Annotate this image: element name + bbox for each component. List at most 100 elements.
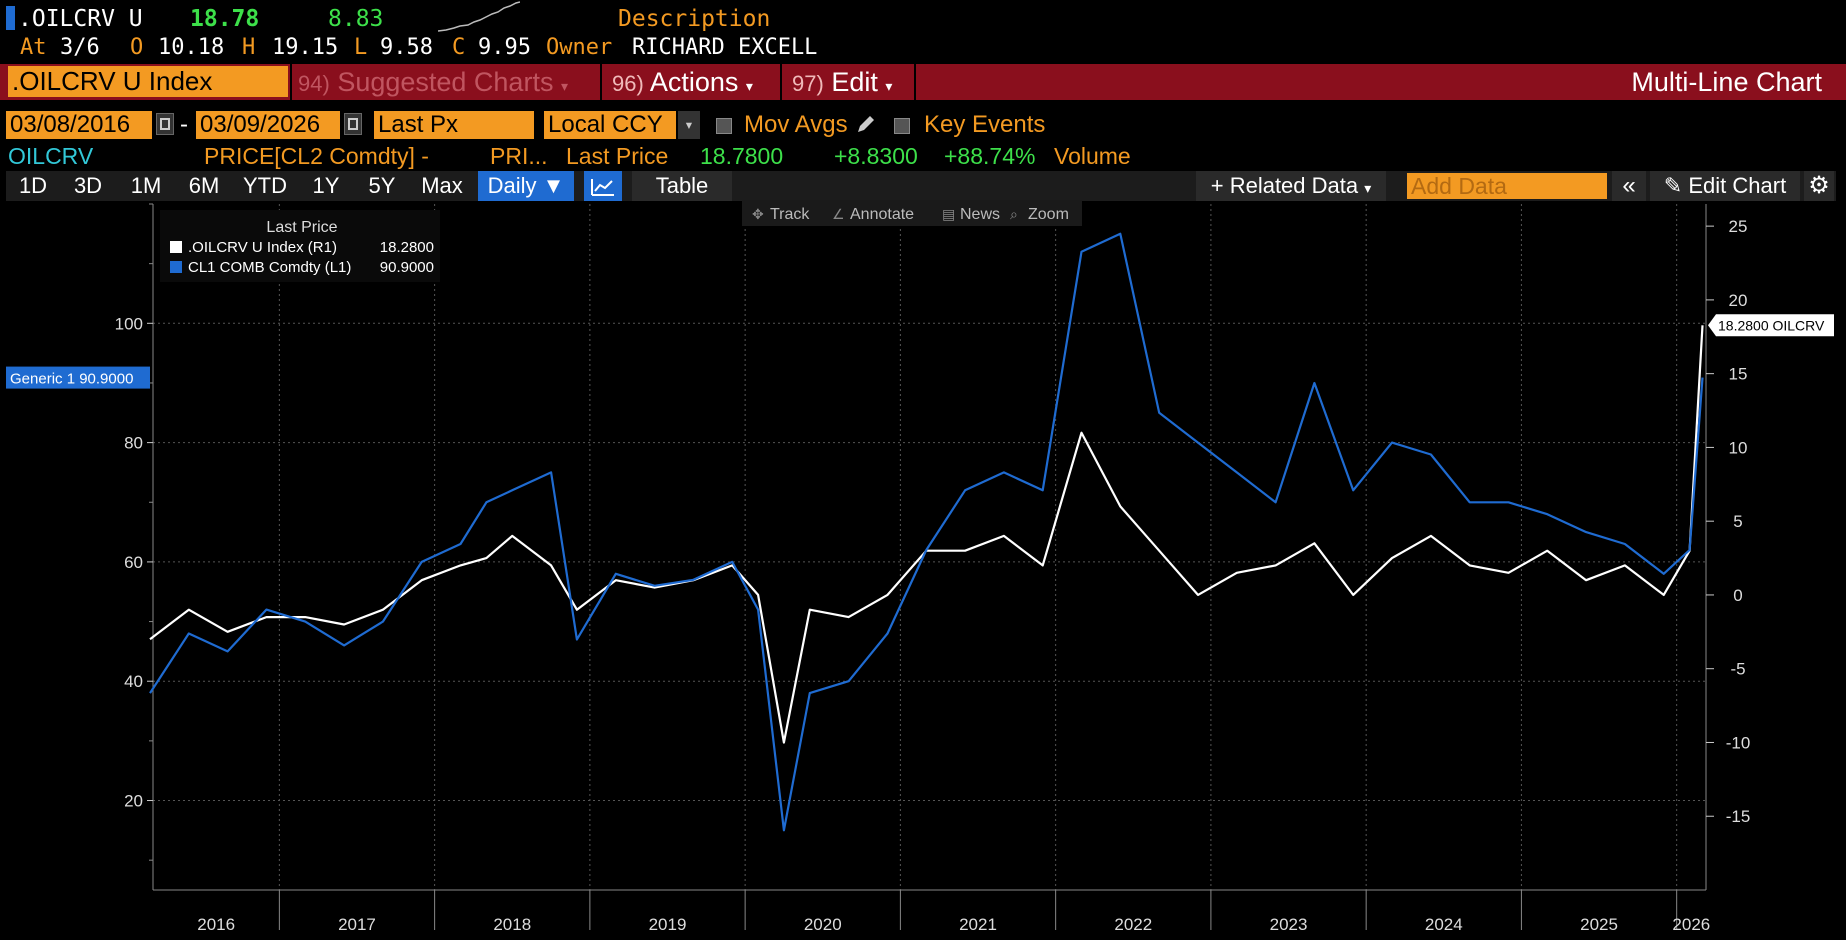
chart-tool-annotate[interactable]: Annotate <box>850 206 914 223</box>
at-date: 3/6 <box>60 35 100 60</box>
legend-series-value: 18.2800 <box>380 239 434 256</box>
period-1d[interactable]: 1D <box>18 173 48 198</box>
description-link[interactable]: Description <box>618 6 771 32</box>
currency-dropdown-icon[interactable]: ▾ <box>678 111 700 139</box>
suggested-charts-number: 94) <box>298 71 330 96</box>
chart-tool-icon: ▤ <box>942 206 955 222</box>
pencil-icon[interactable] <box>854 112 878 136</box>
x-tick-label: 2026 <box>1672 915 1710 934</box>
left-tick-label: 40 <box>124 672 143 691</box>
pencil-icon: ✎ <box>1663 173 1683 198</box>
chart-tool-zoom[interactable]: Zoom <box>1028 206 1069 223</box>
key-events-label[interactable]: Key Events <box>924 111 1046 138</box>
close-value: 9.95 <box>478 35 531 60</box>
add-data-input[interactable]: Add Data <box>1407 173 1607 199</box>
caret-down-icon: ▼ <box>542 173 565 198</box>
x-tick-label: 2017 <box>338 915 376 934</box>
low-label: L <box>354 35 368 60</box>
grid <box>153 204 1706 890</box>
close-label: C <box>452 35 466 60</box>
high-value: 19.15 <box>272 35 339 60</box>
header-change: 8.83 <box>328 6 384 32</box>
chart-tool-news[interactable]: News <box>960 206 1000 223</box>
frequency-select[interactable]: Daily ▼ <box>478 171 574 201</box>
chevron-down-icon: ▾ <box>560 78 568 94</box>
x-tick-label: 2025 <box>1580 915 1618 934</box>
right-tick-label: 25 <box>1729 217 1748 236</box>
edit-chart-button[interactable]: ✎ Edit Chart <box>1650 171 1800 201</box>
high-label: H <box>242 35 256 60</box>
x-tick-label: 2020 <box>804 915 842 934</box>
line-chart-button[interactable] <box>584 171 622 201</box>
oilcrv-series-line <box>149 325 1704 744</box>
mov-avgs-checkbox[interactable] <box>716 118 732 134</box>
date-dash: - <box>180 111 188 138</box>
edit-label: Edit <box>831 67 878 97</box>
left-axis-tag-bg <box>6 366 150 389</box>
chevron-down-icon: ▾ <box>1364 180 1372 196</box>
right-tick-label: 20 <box>1729 291 1748 310</box>
series-lines <box>149 232 1704 832</box>
left-tick-label: 100 <box>115 314 143 333</box>
mov-avgs-label[interactable]: Mov Avgs <box>744 111 848 138</box>
field-select[interactable]: Last Px <box>374 111 534 139</box>
legend-swatch <box>170 261 182 273</box>
period-1y[interactable]: 1Y <box>312 173 340 198</box>
line-chart-icon <box>591 179 614 197</box>
end-date-field[interactable]: 03/09/2026 <box>196 111 340 139</box>
chart-type-title: Multi-Line Chart <box>1631 67 1822 97</box>
series-formula-2: PRI... <box>490 143 548 169</box>
pct-change-value: +88.74% <box>944 143 1036 169</box>
legend-series-name: .OILCRV U Index (R1) <box>188 239 337 256</box>
right-axis-tag-bg <box>1708 314 1834 337</box>
axis-tags: Generic 1 90.9000 18.2800 OILCRV <box>6 314 1834 389</box>
right-tick-label: 0 <box>1733 586 1742 605</box>
right-tick-label: 5 <box>1733 512 1742 531</box>
start-date-field[interactable]: 03/08/2016 <box>6 111 152 139</box>
chart-tools: Track ✥ Annotate ∠ News ▤ Zoom ⌕ <box>742 200 1082 226</box>
left-tick-label: 20 <box>124 792 143 811</box>
cl1-series-line <box>149 232 1704 832</box>
left-axis-tag: Generic 1 90.9000 <box>10 371 133 388</box>
chevron-down-icon: ▾ <box>745 78 753 94</box>
edit-menu[interactable]: 97) Edit ▾ <box>792 64 892 100</box>
period-3d[interactable]: 3D <box>73 173 103 198</box>
volume-label: Volume <box>1054 143 1131 169</box>
frequency-label: Daily <box>487 173 537 198</box>
right-tick-label: -5 <box>1730 660 1745 679</box>
period-max[interactable]: Max <box>421 173 463 198</box>
x-tick-label: 2019 <box>649 915 687 934</box>
period-ytd[interactable]: YTD <box>243 173 287 198</box>
sparkline <box>438 1 520 32</box>
related-data-button[interactable]: + Related Data ▾ <box>1196 171 1386 201</box>
right-tick-label: 10 <box>1729 438 1748 457</box>
left-tick-label: 80 <box>124 434 143 453</box>
currency-select[interactable]: Local CCY <box>544 111 676 139</box>
menubar <box>0 64 1846 100</box>
start-calendar-icon[interactable] <box>156 113 174 135</box>
gear-icon[interactable]: ⚙ <box>1804 171 1834 201</box>
plus-icon: + <box>1210 173 1224 198</box>
key-events-checkbox[interactable] <box>894 118 910 134</box>
legend-series-value: 90.9000 <box>380 259 434 276</box>
low-value: 9.58 <box>380 35 433 60</box>
actions-menu[interactable]: 96) Actions ▾ <box>612 64 753 100</box>
collapse-icon[interactable]: « <box>1612 171 1646 201</box>
last-price-value: 18.7800 <box>700 143 784 169</box>
suggested-charts-menu[interactable]: 94) Suggested Charts ▾ <box>298 64 568 100</box>
end-calendar-icon[interactable] <box>344 113 362 135</box>
left-tick-label: 60 <box>124 553 143 572</box>
net-change-value: +8.8300 <box>834 143 918 169</box>
right-tick-label: 15 <box>1729 365 1748 384</box>
chart-tool-track[interactable]: Track <box>770 206 810 223</box>
period-1m[interactable]: 1M <box>130 173 162 198</box>
legend-swatch <box>170 241 182 253</box>
x-tick-label: 2023 <box>1270 915 1308 934</box>
table-button[interactable]: Table <box>632 171 732 201</box>
period-6m[interactable]: 6M <box>188 173 220 198</box>
security-field[interactable]: .OILCRV U Index <box>8 66 288 97</box>
period-5y[interactable]: 5Y <box>368 173 396 198</box>
edit-number: 97) <box>792 71 824 96</box>
edit-chart-label: Edit Chart <box>1688 173 1787 198</box>
